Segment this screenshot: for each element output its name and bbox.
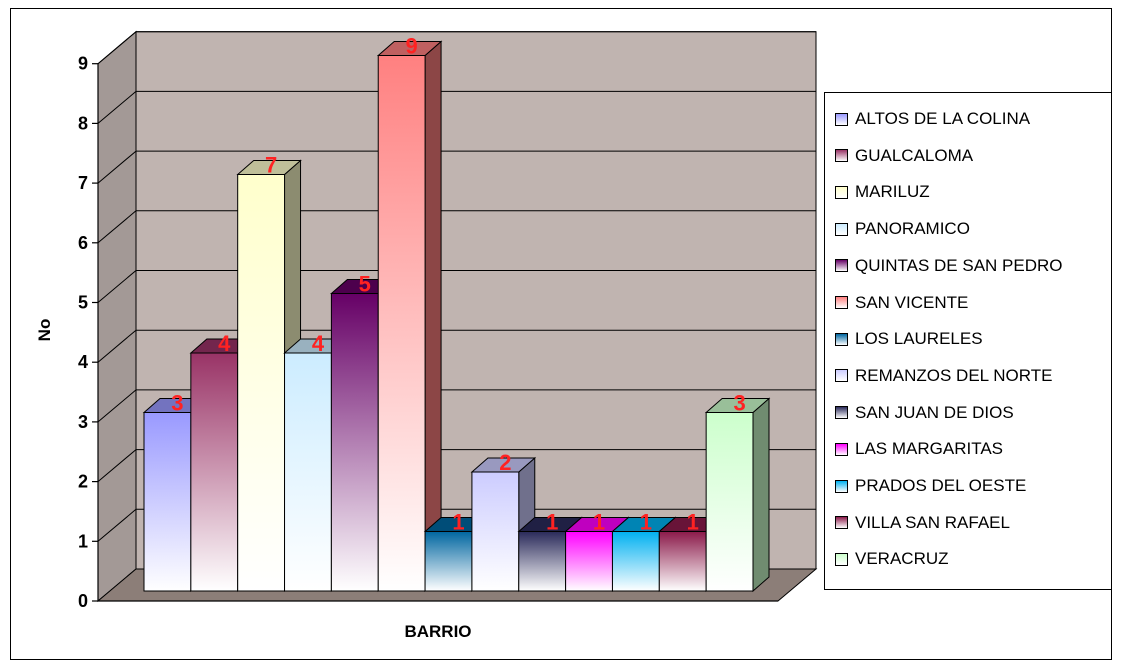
y-tick-label: 9	[78, 54, 88, 74]
legend-swatch	[835, 259, 848, 273]
data-label: 1	[593, 510, 605, 535]
legend-label: QUINTAS DE SAN PEDRO	[855, 255, 1063, 275]
data-label: 5	[359, 272, 371, 297]
gridline-side	[97, 31, 137, 65]
legend-label: VILLA SAN RAFAEL	[855, 512, 1010, 532]
legend-swatch	[835, 112, 848, 126]
legend-item: MARILUZ	[835, 182, 930, 202]
legend-item: QUINTAS DE SAN PEDRO	[835, 256, 1063, 276]
data-label: 4	[312, 331, 325, 356]
legend-item: PANORAMICO	[835, 219, 970, 239]
bar-front	[284, 352, 332, 592]
legend-label: VERACRUZ	[855, 549, 949, 569]
bar-front	[190, 352, 239, 592]
legend-label: SAN VICENTE	[855, 292, 969, 312]
data-label: 1	[452, 510, 464, 535]
gridline-side	[97, 210, 137, 244]
gridline-side	[97, 91, 137, 124]
bar-front	[518, 531, 567, 592]
x-axis-title: BARRIO	[404, 622, 471, 641]
legend-item: LAS MARGARITAS	[835, 439, 1003, 459]
data-label: 1	[687, 510, 699, 535]
legend-swatch	[835, 479, 848, 493]
y-tick-labels: 0 1 2 3 4 5 6 7 8 9	[78, 54, 88, 611]
legend-item: ALTOS DE LA COLINA	[835, 109, 1030, 129]
bar	[704, 397, 771, 593]
y-tick-label: 3	[78, 412, 88, 432]
data-labels: 3 4 7 4 5 9 1 2 1 1 1 1 3	[171, 34, 745, 535]
gridline-side	[97, 150, 137, 184]
data-label: 3	[171, 391, 183, 416]
side-wall	[97, 30, 137, 603]
legend-swatch	[835, 406, 848, 420]
legend-label: LAS MARGARITAS	[855, 439, 1003, 459]
legend: ALTOS DE LA COLINA GUALCALOMA MARILUZ PANOR…	[824, 92, 1112, 590]
bar-front	[424, 531, 473, 592]
legend-label: MARILUZ	[855, 182, 930, 202]
data-label: 1	[546, 510, 558, 535]
legend-swatch	[835, 442, 848, 456]
y-tick-label: 8	[78, 113, 88, 133]
y-tick-label: 5	[78, 293, 88, 313]
data-label: 7	[265, 153, 277, 178]
bar	[376, 40, 443, 593]
gridline-side	[97, 329, 137, 363]
bar-front	[143, 412, 192, 592]
legend-label: SAN JUAN DE DIOS	[855, 402, 1014, 422]
legend-item: SAN JUAN DE DIOS	[835, 403, 1014, 423]
y-axis-title: No	[35, 319, 54, 342]
bar-front	[237, 174, 286, 592]
legend-item: VILLA SAN RAFAEL	[835, 513, 1010, 533]
legend-label: ALTOS DE LA COLINA	[855, 109, 1031, 128]
y-axis	[92, 63, 778, 602]
y-tick-label: 2	[78, 472, 88, 492]
y-tick-label: 4	[78, 352, 88, 372]
legend-swatch	[835, 185, 848, 199]
bar-side	[424, 40, 442, 593]
bar-side	[752, 397, 770, 593]
legend-swatch	[835, 552, 848, 566]
data-label: 1	[640, 510, 652, 535]
legend-item: LOS LAURELES	[835, 329, 983, 349]
legend-item: REMANZOS DEL NORTE	[835, 366, 1052, 386]
y-tick-label: 7	[78, 173, 88, 193]
bar-front	[471, 471, 520, 592]
y-tick-label: 0	[78, 591, 88, 611]
gridline-side	[97, 508, 137, 542]
gridline-side	[97, 270, 137, 303]
bar-front	[658, 531, 707, 592]
legend-label: LOS LAURELES	[855, 329, 983, 349]
legend-swatch	[835, 149, 848, 163]
legend-swatch	[835, 222, 848, 236]
legend-swatch	[835, 296, 848, 309]
gridline-side	[97, 389, 137, 423]
legend-swatch	[835, 516, 848, 530]
legend-label: PRADOS DEL OESTE	[855, 476, 1027, 495]
bar-front	[377, 55, 426, 592]
data-label: 2	[499, 450, 511, 475]
legend-item: SAN VICENTE	[835, 293, 968, 313]
bars	[142, 40, 771, 593]
legend-label: REMANZOS DEL NORTE	[855, 365, 1053, 385]
bar-front	[565, 531, 613, 592]
legend-item: GUALCALOMA	[835, 146, 973, 166]
legend-item: PRADOS DEL OESTE	[835, 476, 1026, 496]
legend-label: PANORAMICO	[855, 219, 970, 239]
y-tick-label: 1	[78, 531, 88, 551]
data-label: 3	[733, 391, 745, 416]
legend-label: GUALCALOMA	[855, 145, 974, 165]
legend-swatch	[835, 332, 848, 346]
data-label: 4	[218, 331, 231, 356]
legend-swatch	[835, 369, 848, 383]
bar-front	[330, 293, 379, 592]
y-tick-label: 6	[78, 233, 88, 253]
data-label: 9	[406, 34, 418, 59]
bar-front	[705, 412, 754, 592]
gridline-side	[97, 449, 137, 482]
legend-item: VERACRUZ	[835, 549, 949, 569]
bar	[564, 516, 630, 593]
bar-front	[611, 531, 660, 592]
